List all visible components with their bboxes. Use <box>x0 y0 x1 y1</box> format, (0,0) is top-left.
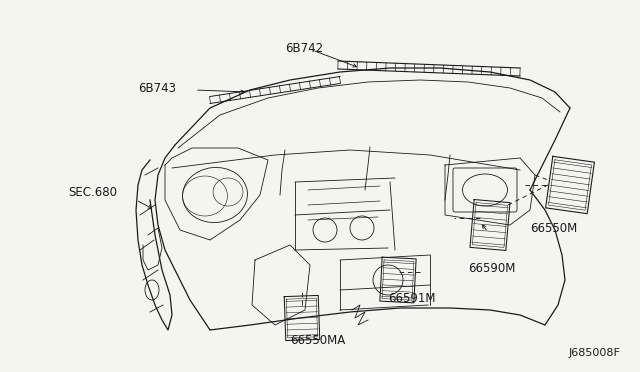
Text: 66591M: 66591M <box>388 292 435 305</box>
Text: 66590M: 66590M <box>468 262 515 275</box>
Text: 6B742: 6B742 <box>285 42 323 55</box>
Text: J685008F: J685008F <box>568 348 620 358</box>
Text: 66550M: 66550M <box>530 221 577 234</box>
Text: SEC.680: SEC.680 <box>68 186 117 199</box>
Text: 6B743: 6B743 <box>138 81 176 94</box>
Text: 66550MA: 66550MA <box>290 334 345 346</box>
